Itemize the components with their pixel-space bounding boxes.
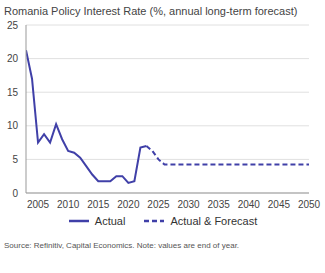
svg-text:5: 5	[12, 154, 18, 165]
svg-text:2030: 2030	[177, 199, 200, 210]
svg-text:2040: 2040	[238, 199, 261, 210]
svg-text:2035: 2035	[208, 199, 231, 210]
svg-text:15: 15	[8, 87, 18, 98]
svg-text:2050: 2050	[298, 199, 317, 210]
svg-text:2005: 2005	[27, 199, 50, 210]
html-text:Actual: Actual	[94, 215, 126, 227]
html-text:Actual & Forecast: Actual & Forecast	[170, 215, 258, 227]
svg-text:0: 0	[12, 188, 18, 199]
html-text:Source: Refinitiv, Capital Eco: Source: Refinitiv, Capital Economics. No…	[4, 241, 240, 250]
svg-text:2045: 2045	[268, 199, 291, 210]
svg-text:2020: 2020	[117, 199, 140, 210]
svg-text:2025: 2025	[147, 199, 170, 210]
svg-text:2010: 2010	[57, 199, 80, 210]
svg-text:2015: 2015	[87, 199, 110, 210]
svg-text:20: 20	[8, 53, 18, 64]
svg-text:10: 10	[8, 120, 18, 131]
svg-text:25: 25	[8, 20, 18, 31]
html-text:Romania Policy Interest Rate (: Romania Policy Interest Rate (%, annual …	[4, 5, 298, 17]
